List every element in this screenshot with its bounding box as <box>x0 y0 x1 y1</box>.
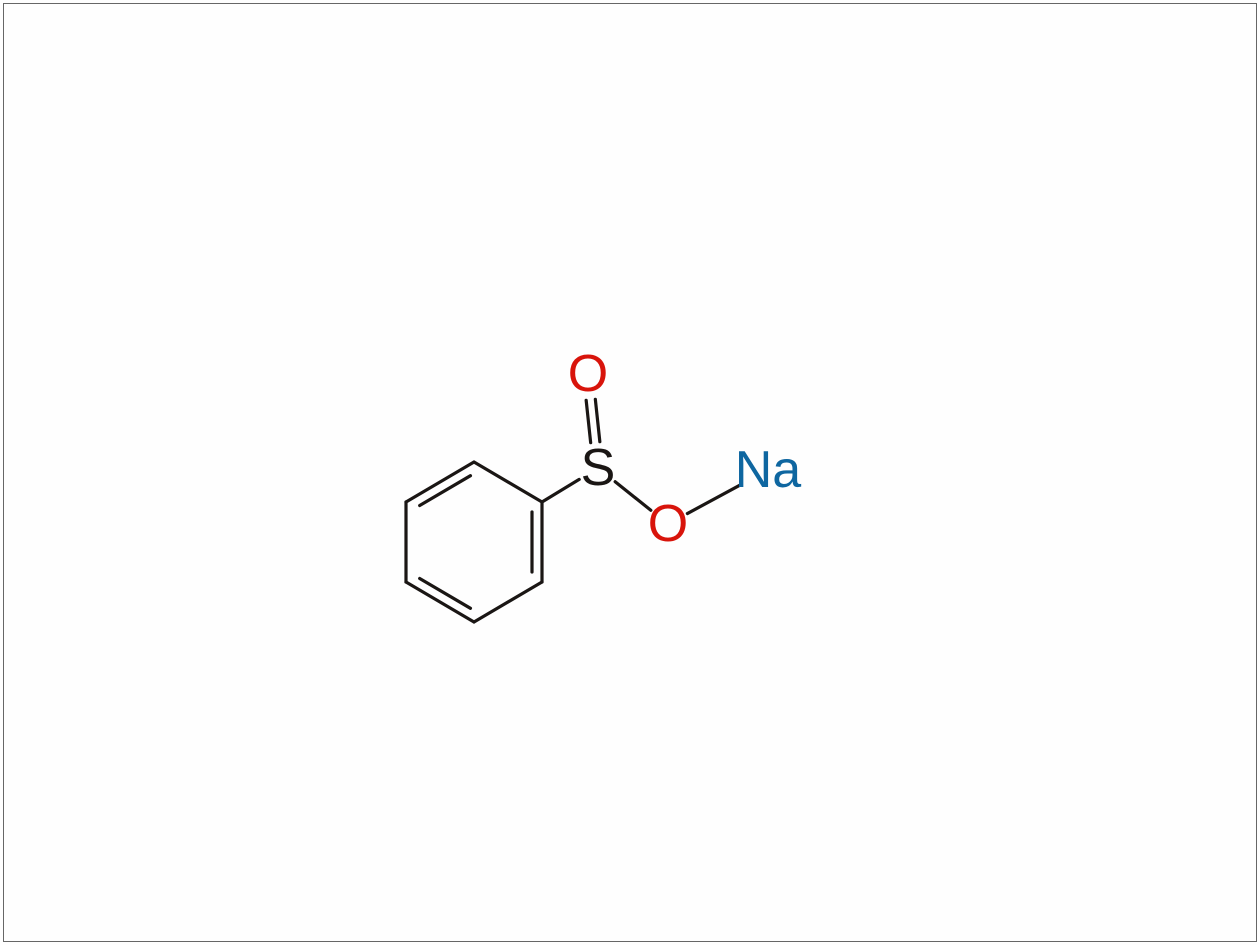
atom-na: Na <box>735 444 801 496</box>
atom-o2: O <box>648 498 688 550</box>
atom-s: S <box>581 442 616 494</box>
molecule-bonds <box>0 0 1260 945</box>
atom-o1: O <box>568 348 608 400</box>
